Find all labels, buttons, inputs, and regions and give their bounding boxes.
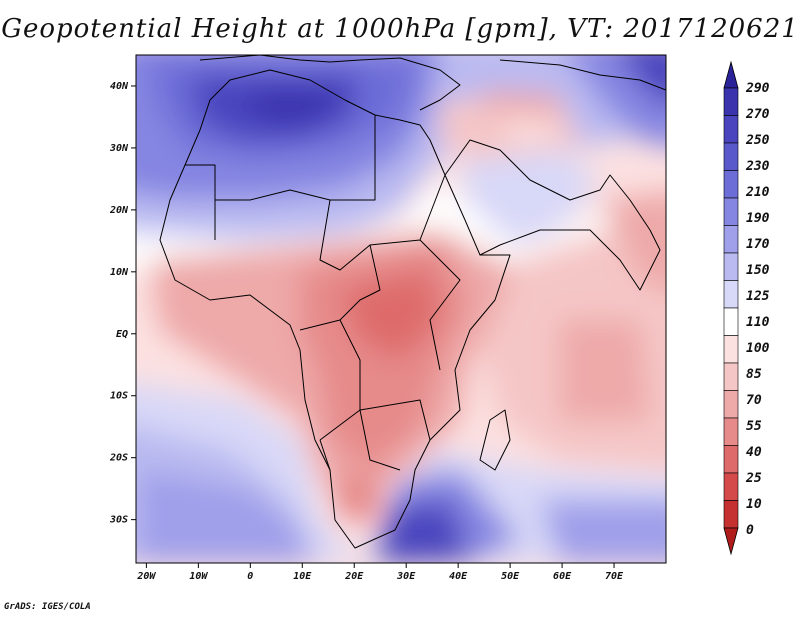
colorbar-bottom-arrow [723,527,739,556]
colorbar-swatch [723,115,739,144]
lat-tick-label: 30N [109,143,129,154]
colorbar-label: 170 [746,237,770,252]
colorbar-label: 100 [746,341,770,356]
lon-tick-label: 60E [553,571,572,582]
colorbar-swatch [723,472,739,501]
colorbar-label: 70 [746,393,762,408]
colorbar-label: 0 [746,523,754,538]
lon-tick-label: 40E [449,571,468,582]
colorbar-label: 290 [745,81,770,96]
colorbar-swatch [723,335,739,364]
lat-tick-label: 20N [109,205,129,216]
colorbar-label: 230 [745,159,770,174]
lon-tick-label: 70E [605,571,624,582]
lat-tick-label: 30S [109,515,128,526]
lon-tick-label: 10W [189,571,208,582]
latitude-ticks: 40N 30N 20N 10N EQ 10S 20S 30S [109,81,136,526]
lon-tick-label: 10E [293,571,312,582]
colorbar-swatch [723,170,739,199]
colorbar-label: 110 [746,315,770,330]
colorbar-label: 270 [745,107,770,122]
colorbar-top-arrow [723,60,739,89]
colorbar-label: 190 [746,211,770,226]
lon-tick-label: 20E [344,571,364,582]
lat-tick-label: EQ [116,329,128,340]
colorbar-swatch [723,390,739,419]
lon-tick-label: 20W [136,571,156,582]
height-field [136,55,666,563]
colorbar-swatch [723,225,739,254]
colorbar-label: 10 [746,497,762,512]
colorbar-label: 40 [746,445,762,460]
colorbar-swatch [723,417,739,446]
lon-tick-label: 0 [247,571,253,582]
colorbar-swatch [723,307,739,336]
lat-tick-label: 20S [109,453,128,464]
colorbar-label: 25 [745,471,762,486]
colorbar: 2902702502302101901701501251101008570554… [723,60,770,556]
colorbar-swatch [723,280,739,309]
coastlines [159,55,666,549]
colorbar-label: 85 [746,367,762,382]
colorbar-swatch [723,362,739,391]
lat-tick-label: 10S [110,391,128,402]
longitude-ticks: 20W 10W 0 10E 20E 30E 40E 50E 60E 70E [136,563,624,582]
colorbar-label: 55 [746,419,762,434]
lat-tick-label: 40N [110,81,129,92]
colorbar-label: 125 [746,289,770,304]
map-title: Geopotential Height at 1000hPa [gpm], VT… [1,14,799,44]
credit-label: GrADS: IGES/COLA [4,602,91,612]
colorbar-label: 210 [745,185,770,200]
colorbar-swatch [723,197,739,226]
lat-tick-label: 10N [110,267,129,278]
lon-tick-label: 50E [501,571,520,582]
lon-tick-label: 30E [396,571,416,582]
colorbar-swatch [723,252,739,281]
colorbar-swatch [723,142,739,171]
colorbar-label: 250 [745,133,770,148]
colorbar-swatch [723,445,739,474]
plot-frame [135,54,667,564]
colorbar-swatch [723,87,739,116]
colorbar-label: 150 [746,263,770,278]
colorbar-swatch [723,500,739,529]
